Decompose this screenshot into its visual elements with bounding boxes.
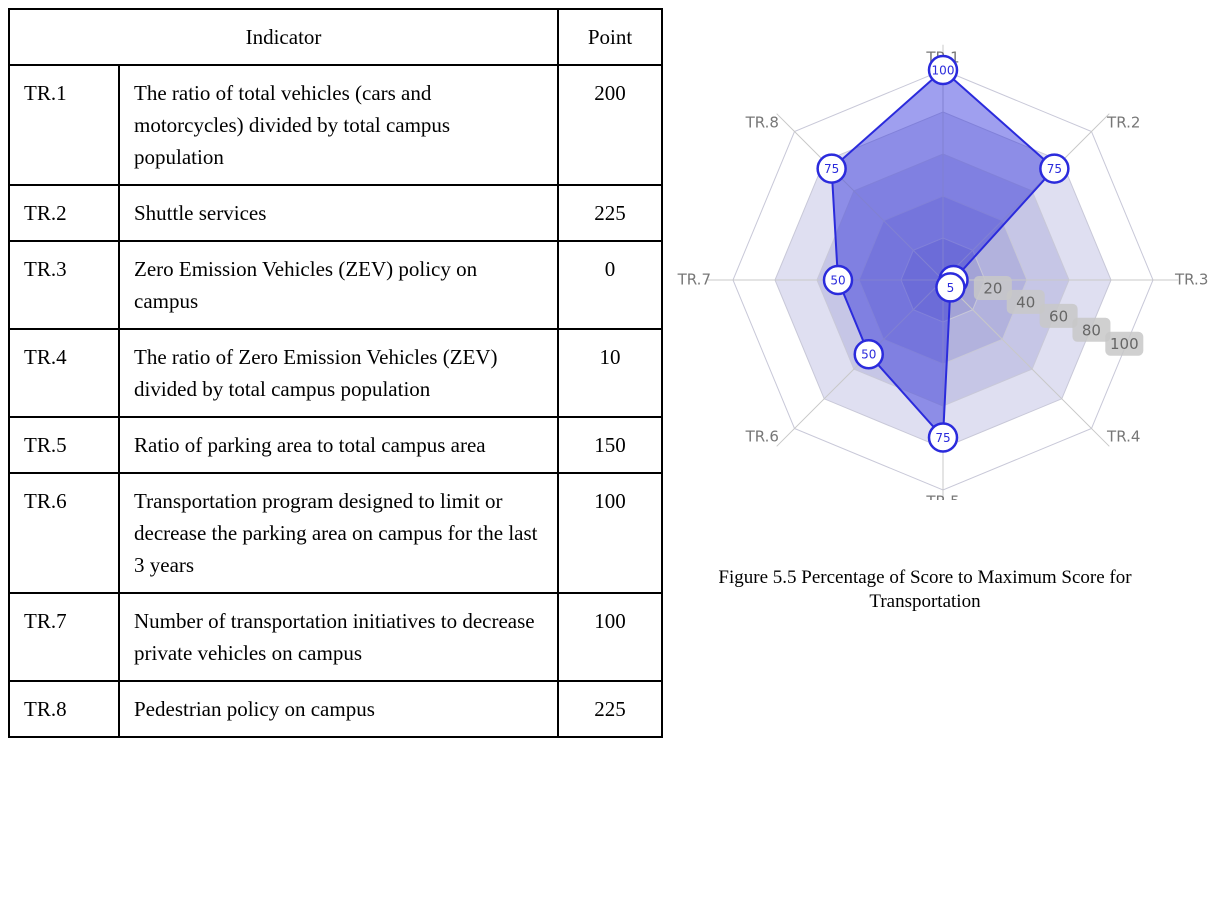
table-row: TR.1 The ratio of total vehicles (cars an…	[8, 64, 663, 186]
value-label: 50	[830, 274, 845, 288]
indicator-table: Indicator Point TR.1 The ratio of total v…	[8, 8, 663, 738]
tick-label: 40	[1016, 293, 1035, 311]
pt-cell: 0	[557, 240, 663, 330]
tick-label: 60	[1049, 307, 1068, 325]
axis-line	[942, 279, 1110, 447]
table-row: TR.8 Pedestrian policy on campus 225	[8, 680, 663, 738]
desc-cell: Shuttle services	[118, 184, 559, 242]
tick-label-group: 40	[1006, 289, 1045, 314]
code-cell: TR.2	[8, 184, 120, 242]
pt-cell: 225	[557, 184, 663, 242]
value-label: 100	[932, 64, 955, 78]
category-label: TR.8	[745, 114, 779, 132]
desc-cell: Number of transportation initiatives to …	[118, 592, 559, 682]
table-row: TR.6 Transportation program designed to l…	[8, 472, 663, 594]
code-cell: TR.8	[8, 680, 120, 738]
table-row: TR.3 Zero Emission Vehicles (ZEV) policy …	[8, 240, 663, 330]
code-cell: TR.7	[8, 592, 120, 682]
value-label: 75	[824, 162, 839, 176]
desc-cell: Pedestrian policy on campus	[118, 680, 559, 738]
desc-cell: Zero Emission Vehicles (ZEV) policy on c…	[118, 240, 559, 330]
code-cell: TR.3	[8, 240, 120, 330]
desc-cell: Ratio of parking area to total campus ar…	[118, 416, 559, 474]
value-label: 75	[1047, 162, 1062, 176]
tick-label: 20	[983, 279, 1002, 297]
pt-cell: 100	[557, 472, 663, 594]
tick-label-bg	[973, 275, 1012, 300]
code-cell: TR.4	[8, 328, 120, 418]
data-point	[853, 338, 885, 370]
desc-cell: The ratio of Zero Emission Vehicles (ZEV…	[118, 328, 559, 418]
tick-label: 80	[1082, 321, 1101, 339]
desc-cell: Transportation program designed to limit…	[118, 472, 559, 594]
value-label: 5	[947, 281, 955, 295]
pt-cell: 225	[557, 680, 663, 738]
desc-cell: The ratio of total vehicles (cars and mo…	[118, 64, 559, 186]
pt-cell: 200	[557, 64, 663, 186]
header-cell: Indicator	[8, 8, 559, 66]
axis-line	[776, 113, 944, 281]
tick-label: 100	[1110, 335, 1139, 353]
tick-label-group: 80	[1072, 317, 1111, 342]
pt-cell: 150	[557, 416, 663, 474]
data-point	[935, 272, 966, 303]
category-label: TR.5	[925, 493, 959, 501]
table-row: TR.5 Ratio of parking area to total campu…	[8, 416, 663, 474]
table-row: TR.4 The ratio of Zero Emission Vehicles …	[8, 328, 663, 418]
category-label: TR.6	[745, 427, 779, 445]
tick-label-group: 60	[1039, 303, 1078, 328]
data-point	[816, 153, 847, 184]
pt-cell: 100	[557, 592, 663, 682]
axis-line	[942, 113, 1110, 281]
category-label: TR.7	[677, 271, 711, 289]
figure-caption: Figure 5.5 Percentage of Score to Maximu…	[718, 567, 1132, 612]
radar-chart: TR.1TR.2TR.3TR.4TR.5TR.6TR.7TR.820406080…	[677, 44, 1208, 501]
table-row: TR.2 Shuttle services 225	[8, 184, 663, 242]
tick-label-bg	[1039, 303, 1078, 328]
tick-label-bg	[1072, 317, 1111, 342]
data-point	[927, 422, 959, 453]
table-row: TR.7 Number of transportation initiatives…	[8, 592, 663, 682]
category-label: TR.2	[1106, 114, 1140, 132]
header-row: Indicator Point	[8, 8, 663, 66]
pt-cell: 10	[557, 328, 663, 418]
code-cell: TR.1	[8, 64, 120, 186]
value-label: 75	[935, 431, 950, 445]
category-label: TR.3	[1174, 271, 1208, 289]
data-point	[822, 264, 854, 296]
header-cell: Point	[557, 8, 663, 66]
table-body: TR.1 The ratio of total vehicles (cars an…	[8, 64, 663, 738]
tick-label-group: 20	[973, 275, 1012, 300]
value-label: 50	[861, 348, 876, 362]
category-label: TR.4	[1106, 427, 1140, 445]
tick-label-bg	[1105, 331, 1144, 356]
tick-label-bg	[1006, 289, 1045, 314]
code-cell: TR.6	[8, 472, 120, 594]
data-point	[927, 54, 959, 86]
code-cell: TR.5	[8, 416, 120, 474]
tick-label-group: 100	[1105, 331, 1144, 356]
data-point	[1039, 153, 1070, 184]
